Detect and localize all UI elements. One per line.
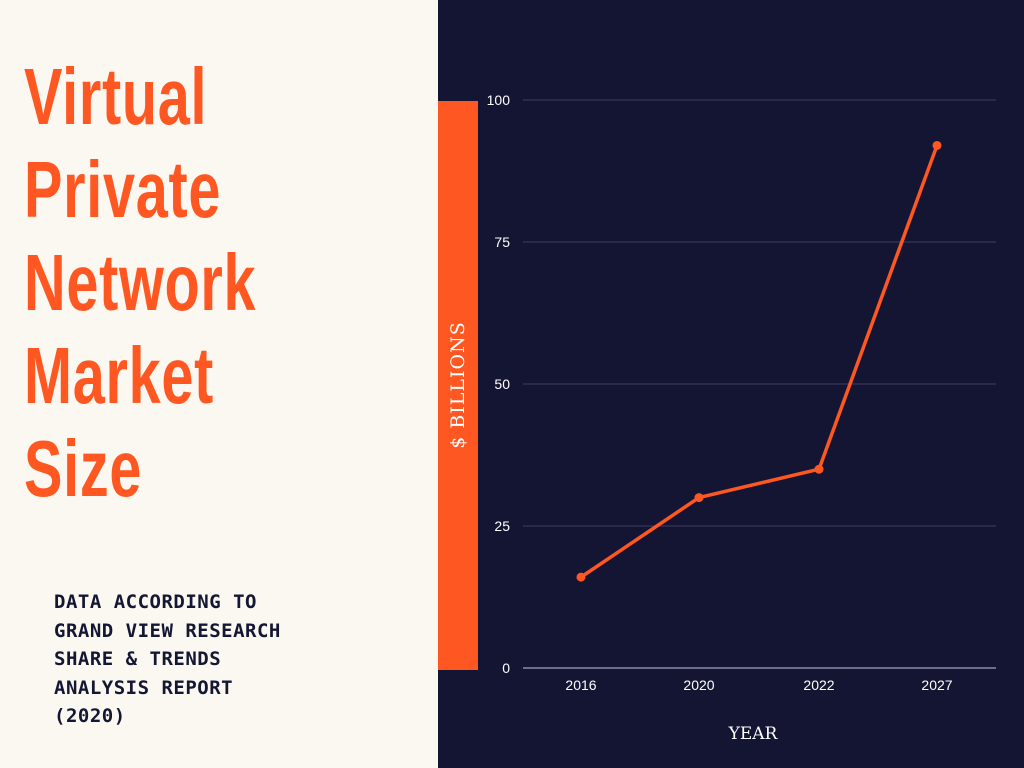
y-axis-label-bar (438, 101, 478, 670)
source-note: DATA ACCORDING TO GRAND VIEW RESEARCH SH… (54, 588, 424, 731)
title-line: Size (24, 424, 143, 513)
series-line (579, 143, 939, 579)
source-line: (2020) (54, 705, 126, 727)
x-tick-label: 2022 (803, 677, 834, 693)
gridlines (523, 99, 996, 669)
x-tick-label: 2027 (921, 677, 952, 693)
left-panel: Virtual Private Network Market Size DATA… (0, 0, 438, 768)
title-line: Network (24, 238, 257, 327)
y-tick-label: 25 (494, 518, 510, 534)
y-tick-label: 75 (494, 234, 510, 250)
title-line: Private (24, 145, 222, 234)
source-line: SHARE & TRENDS (54, 648, 222, 670)
x-tick-label: 2020 (683, 677, 714, 693)
y-tick-label: 0 (502, 660, 510, 676)
source-line: GRAND VIEW RESEARCH (54, 619, 281, 642)
data-point (576, 572, 586, 582)
source-line: DATA ACCORDING TO (54, 591, 257, 613)
y-tick-label: 100 (487, 92, 511, 108)
x-axis-label: YEAR (728, 724, 778, 744)
data-point (814, 464, 824, 474)
x-tick-label: 2016 (565, 677, 596, 693)
title-line: Market (24, 331, 215, 420)
tick-labels: 0 25 50 75 100 2016 2020 2022 2027 (487, 92, 953, 693)
series (576, 140, 942, 582)
title-line: Virtual (24, 52, 208, 141)
y-tick-label: 50 (494, 376, 510, 392)
source-line: ANALYSIS REPORT (54, 676, 234, 699)
data-point (694, 493, 704, 503)
data-point (932, 140, 942, 150)
chart-title: Virtual Private Network Market Size (24, 50, 312, 515)
